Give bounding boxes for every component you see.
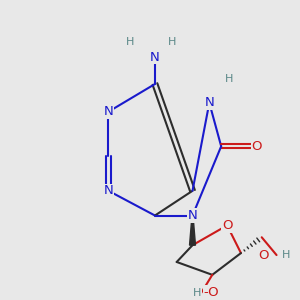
Text: H: H — [225, 74, 233, 84]
Text: N: N — [188, 209, 197, 222]
Text: N: N — [150, 51, 160, 64]
Text: N: N — [103, 105, 113, 118]
Text: O: O — [258, 249, 268, 262]
Text: N: N — [204, 96, 214, 109]
Text: O: O — [251, 140, 262, 153]
Text: H: H — [193, 288, 201, 298]
Polygon shape — [190, 215, 196, 245]
Text: H: H — [281, 250, 290, 260]
Text: H: H — [168, 37, 176, 46]
Text: N: N — [103, 184, 113, 197]
Text: -O: -O — [203, 286, 219, 299]
Text: O: O — [222, 219, 232, 232]
Text: H: H — [126, 37, 134, 46]
